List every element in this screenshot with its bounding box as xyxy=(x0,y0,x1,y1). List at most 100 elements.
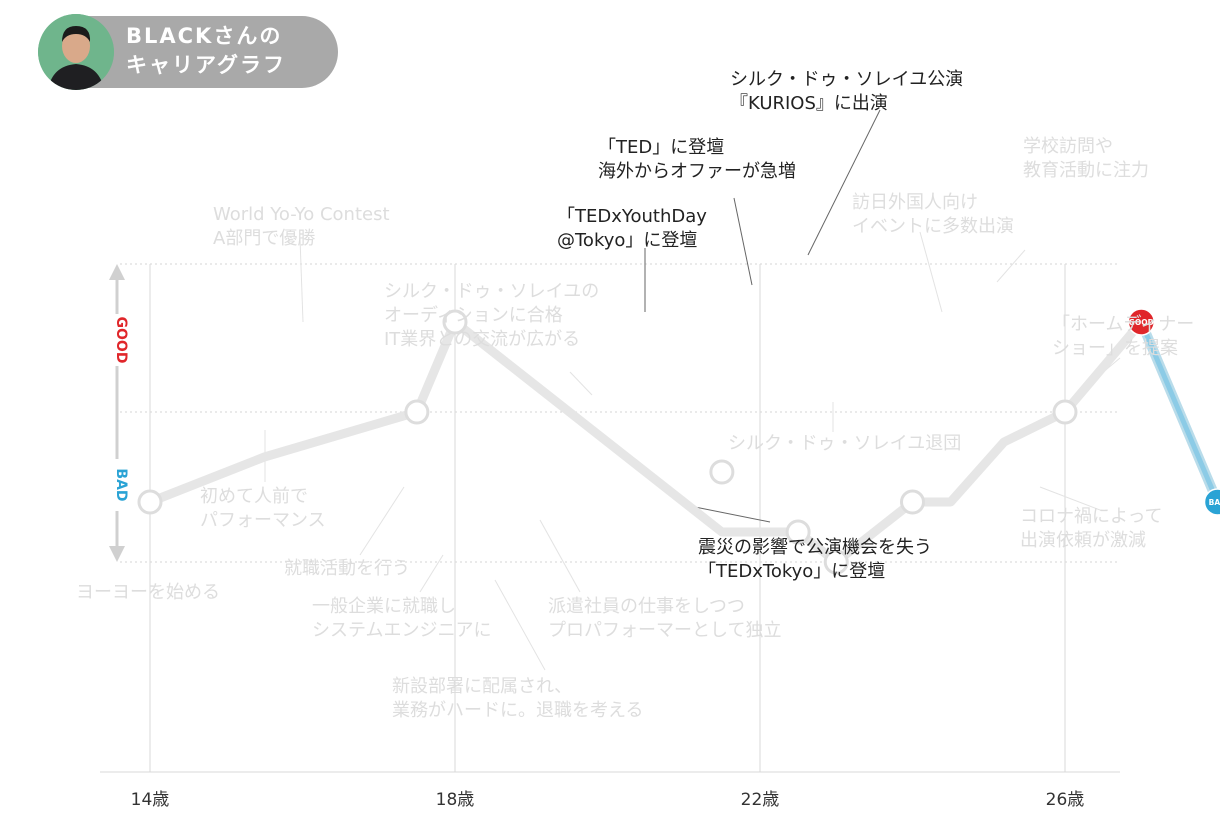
annotation: 派遣社員の仕事をしつつプロパフォーマーとして独立 xyxy=(548,596,781,641)
annotation-line: 「ホームディナー xyxy=(1052,314,1194,335)
y-axis-arrow-up xyxy=(109,264,125,280)
y-axis-label-bg xyxy=(108,314,126,366)
annotation-line: 就職活動を行う xyxy=(284,558,410,579)
annotation-line: ショー」を提案 xyxy=(1052,338,1178,359)
annotation-leader-line xyxy=(359,486,405,556)
annotation: 初めて人前でパフォーマンス xyxy=(200,486,326,531)
annotation-line: World Yo-Yo Contest xyxy=(213,204,390,225)
annotation-line: A部門で優勝 xyxy=(213,228,315,249)
highlight-line xyxy=(1138,319,1220,505)
annotation-line: プロパフォーマーとして独立 xyxy=(548,620,781,641)
annotation-leader-line xyxy=(694,506,771,523)
annotation-leader-line xyxy=(919,231,943,313)
annotation-line: 海外からオファーが急増 xyxy=(598,161,796,182)
marker-good xyxy=(1127,308,1155,336)
chart-grid xyxy=(100,263,1120,773)
annotation: シルク・ドゥ・ソレイユのオーディションに合格 IT業界との交流が広がる xyxy=(384,281,599,350)
annotation-highlight: 震災の影響で公演機会を失う「TEDxTokyo」に登壇 xyxy=(698,537,932,582)
annotation-line: 出演依頼が激減 xyxy=(1020,530,1146,551)
marker-plain xyxy=(1052,399,1078,425)
annotation-leader-line xyxy=(807,109,881,256)
annotation: シルク・ドゥ・ソレイユ退団 xyxy=(728,433,961,454)
annotation-line: パフォーマンス xyxy=(200,510,326,531)
header-title: BLACKさんの キャリアグラフ xyxy=(126,22,286,80)
annotation: 新設部署に配属され、業務がハードに。退職を考える xyxy=(392,676,643,721)
annotation-line: シルク・ドゥ・ソレイユ退団 xyxy=(728,433,961,454)
x-tick-label: 18歳 xyxy=(436,790,475,810)
x-ticks: 14歳18歳22歳26歳30歳34歳38歳 xyxy=(131,790,1085,810)
annotation: ヨーヨーを始める xyxy=(76,582,220,603)
annotation-line: 教育活動に注力 xyxy=(1023,160,1149,181)
avatar-illustration xyxy=(38,14,114,90)
annotation-highlight: シルク・ドゥ・ソレイユ公演『KURIOS』に出演 xyxy=(730,69,963,114)
marker-plain xyxy=(900,489,925,515)
y-axis-label-bg xyxy=(108,459,126,511)
annotation: 「ホームディナーショー」を提案 xyxy=(1052,314,1194,359)
annotation-line: 『KURIOS』に出演 xyxy=(730,93,888,114)
annotation-line: IT業界との交流が広がる xyxy=(384,329,580,350)
y-axis-label-good: GOOD xyxy=(113,317,129,364)
marker-plain xyxy=(404,399,430,425)
annotations: World Yo-Yo Contest A部門で優勝初めて人前でパフォーマンスヨー… xyxy=(76,69,1194,721)
annotation-highlight: 「TEDxYouthDay @Tokyo」に登壇 xyxy=(557,206,707,251)
annotation-line: 業務がハードに。退職を考える xyxy=(392,700,643,721)
annotation: コロナ禍によって出演依頼が激減 xyxy=(1020,506,1163,551)
annotation: 学校訪問や教育活動に注力 xyxy=(1023,136,1149,181)
annotation-line: 「TED」に登壇 xyxy=(598,137,724,158)
annotation-line: シルク・ドゥ・ソレイユ公演 xyxy=(730,69,963,90)
annotation-line: 派遣社員の仕事をしつつ xyxy=(548,596,745,617)
y-axis-label-bad: BAD xyxy=(113,468,129,501)
chart-header: BLACKさんの キャリアグラフ xyxy=(38,14,338,90)
annotation-line: 初めて人前で xyxy=(200,486,308,507)
annotation-line: 訪日外国人向け xyxy=(852,192,978,213)
y-axis: GOOD BAD xyxy=(108,264,129,562)
annotation-leaders xyxy=(264,109,1121,671)
annotation-leader-line xyxy=(299,237,304,323)
x-tick-label: 22歳 xyxy=(741,790,780,810)
annotation-leader-line xyxy=(1039,486,1101,511)
highlight-line-outline xyxy=(1136,317,1220,507)
annotation-highlight: 「TED」に登壇海外からオファーが急増 xyxy=(598,137,796,182)
marker-good-label: GOOD xyxy=(1129,318,1154,327)
annotation-line: システムエンジニアに xyxy=(312,620,491,641)
x-tick-label: 14歳 xyxy=(131,790,170,810)
marker-plain xyxy=(137,489,163,515)
annotation: 一般企業に就職しシステムエンジニアに xyxy=(312,596,491,641)
annotation: 訪日外国人向けイベントに多数出演 xyxy=(852,192,1014,237)
annotation-line: 震災の影響で公演機会を失う xyxy=(698,537,932,558)
person-portrait-icon xyxy=(38,14,114,90)
markers: GOODBADGOODGOOD xyxy=(137,308,1220,575)
annotation-leader-line xyxy=(419,554,444,593)
annotation-line: 「TEDxYouthDay xyxy=(557,206,707,227)
annotation-line: 学校訪問や xyxy=(1023,136,1113,157)
header-title-line2: キャリアグラフ xyxy=(126,53,286,77)
annotation-leader-line xyxy=(996,249,1026,283)
career-line xyxy=(145,317,1220,567)
annotation-leader-line xyxy=(733,197,753,286)
annotation-leader-line xyxy=(569,371,593,396)
marker-bad-label: BAD xyxy=(1209,498,1220,507)
annotation: World Yo-Yo Contest A部門で優勝 xyxy=(213,204,390,249)
header-title-line1: BLACKさんの xyxy=(126,24,283,48)
marker-plain xyxy=(823,549,849,575)
annotation-line: 新設部署に配属され、 xyxy=(392,676,572,697)
annotation-leader-line xyxy=(494,579,546,671)
marker-bad xyxy=(1203,488,1220,516)
marker-plain xyxy=(442,309,468,335)
annotation-line: ヨーヨーを始める xyxy=(76,582,220,603)
marker-plain xyxy=(785,519,811,545)
annotation-line: シルク・ドゥ・ソレイユの xyxy=(384,281,599,302)
annotation-line: コロナ禍によって xyxy=(1020,506,1163,527)
annotation: 就職活動を行う xyxy=(284,558,410,579)
annotation-line: オーディションに合格 xyxy=(384,305,563,326)
annotation-line: 「TEDxTokyo」に登壇 xyxy=(698,561,885,582)
annotation-line: @Tokyo」に登壇 xyxy=(557,230,697,251)
annotation-line: 一般企業に就職し xyxy=(312,596,456,617)
annotation-line: イベントに多数出演 xyxy=(852,216,1014,237)
marker-plain xyxy=(709,459,735,485)
header-pill xyxy=(74,16,338,88)
annotation-leader-line xyxy=(539,519,581,593)
x-tick-label: 26歳 xyxy=(1046,790,1085,810)
y-axis-arrow-down xyxy=(109,546,125,562)
